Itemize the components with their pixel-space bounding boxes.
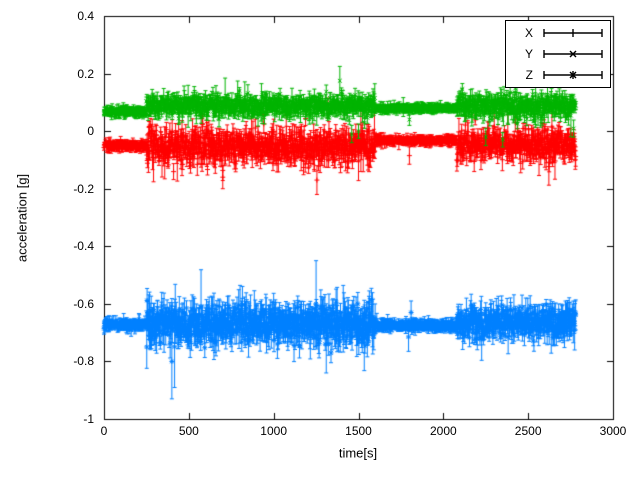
- legend-label-z: Z: [525, 68, 533, 82]
- legend-row-x: X: [511, 24, 605, 42]
- legend-row-z: Z: [511, 66, 605, 84]
- legend: X Y Z: [505, 20, 611, 88]
- y-axis-label: acceleration [g]: [14, 173, 30, 263]
- legend-label-x: X: [524, 26, 533, 40]
- legend-marker-star-icon: [543, 71, 603, 79]
- x-axis-label: time[s]: [338, 445, 378, 461]
- legend-row-y: Y: [511, 45, 605, 63]
- legend-label-y: Y: [524, 47, 533, 61]
- legend-marker-plus-icon: [543, 29, 603, 37]
- legend-marker-cross-icon: [543, 50, 603, 58]
